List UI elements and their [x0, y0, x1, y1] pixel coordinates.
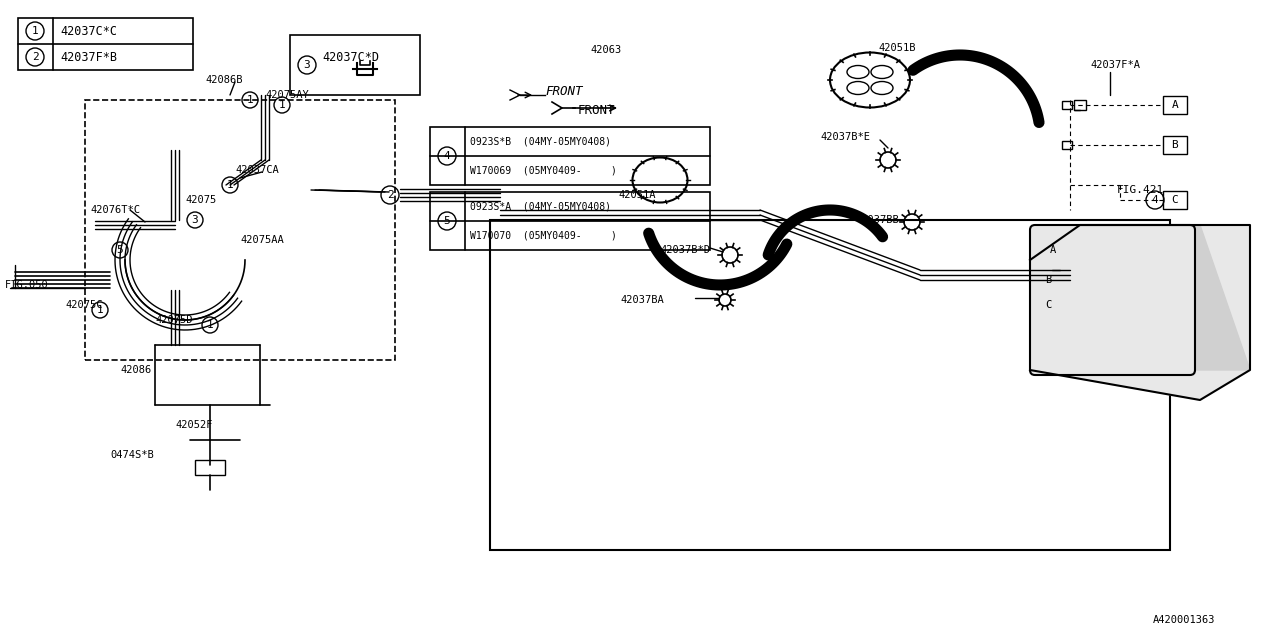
Bar	[1164, 96, 1187, 114]
Text: 5: 5	[444, 216, 451, 226]
Text: 1: 1	[206, 320, 214, 330]
Text: 4: 4	[444, 151, 451, 161]
Text: 1: 1	[32, 26, 38, 36]
Bar	[1062, 101, 1073, 109]
Text: 4: 4	[1152, 195, 1158, 205]
Text: 42051B: 42051B	[878, 43, 915, 53]
Bar	[84, 100, 396, 360]
Text: C: C	[1171, 195, 1179, 205]
Text: 42075AA: 42075AA	[241, 235, 284, 245]
Text: FRONT: FRONT	[545, 85, 582, 98]
Text: 1: 1	[279, 100, 285, 110]
Text: 42051A: 42051A	[618, 190, 655, 200]
Text: A420001363: A420001363	[1152, 615, 1215, 625]
Bar	[490, 220, 1170, 550]
Text: 42037F*B: 42037F*B	[60, 51, 116, 63]
Bar	[291, 35, 420, 95]
Bar	[1074, 100, 1085, 110]
Text: C: C	[1044, 300, 1051, 310]
Text: 42052F: 42052F	[175, 420, 212, 430]
Text: W170069  (05MY0409-     ): W170069 (05MY0409- )	[470, 166, 617, 175]
Text: 3: 3	[192, 215, 198, 225]
Text: 0474S*B: 0474S*B	[110, 450, 154, 460]
Text: 42075: 42075	[186, 195, 216, 205]
Text: FIG.050: FIG.050	[5, 280, 49, 290]
Text: 2: 2	[387, 190, 393, 200]
Bar	[18, 18, 193, 70]
Text: 42037CA: 42037CA	[236, 165, 279, 175]
Polygon shape	[1080, 225, 1251, 370]
Text: 42037B*E: 42037B*E	[820, 132, 870, 142]
Text: 42037BB: 42037BB	[855, 215, 899, 225]
Text: A: A	[1171, 100, 1179, 110]
Text: 1: 1	[247, 95, 253, 105]
Text: W170070  (05MY0409-     ): W170070 (05MY0409- )	[470, 230, 617, 241]
Text: 42063: 42063	[590, 45, 621, 55]
Bar	[430, 127, 710, 185]
Text: 42037F*A: 42037F*A	[1091, 60, 1140, 70]
Text: A: A	[1050, 245, 1056, 255]
Text: 42037C*D: 42037C*D	[323, 51, 379, 63]
Text: 3: 3	[303, 60, 310, 70]
Text: 42075D: 42075D	[155, 315, 192, 325]
Text: 42086B: 42086B	[205, 75, 242, 85]
Polygon shape	[1030, 225, 1251, 400]
Text: 2: 2	[32, 52, 38, 62]
Text: FRONT: FRONT	[579, 104, 616, 116]
Text: 42037B*D: 42037B*D	[660, 245, 710, 255]
Text: 1: 1	[227, 180, 233, 190]
Text: B: B	[1171, 140, 1179, 150]
Text: 0923S*B  (04MY-05MY0408): 0923S*B (04MY-05MY0408)	[470, 136, 611, 147]
Text: 42037BA: 42037BA	[620, 295, 664, 305]
Bar	[1164, 191, 1187, 209]
Bar	[1164, 136, 1187, 154]
Text: 42075C: 42075C	[65, 300, 102, 310]
Text: B: B	[1044, 275, 1051, 285]
Bar	[195, 460, 225, 475]
Text: FIG.421: FIG.421	[1116, 185, 1164, 195]
Text: 42076T*C: 42076T*C	[90, 205, 140, 215]
Text: 5: 5	[116, 245, 123, 255]
Bar	[1062, 141, 1073, 149]
Bar	[430, 192, 710, 250]
Text: 0923S*A  (04MY-05MY0408): 0923S*A (04MY-05MY0408)	[470, 202, 611, 211]
Text: 1: 1	[96, 305, 104, 315]
Text: 42075AY: 42075AY	[265, 90, 308, 100]
Text: 42086: 42086	[120, 365, 151, 375]
FancyBboxPatch shape	[1030, 225, 1196, 375]
Text: 42037C*C: 42037C*C	[60, 24, 116, 38]
